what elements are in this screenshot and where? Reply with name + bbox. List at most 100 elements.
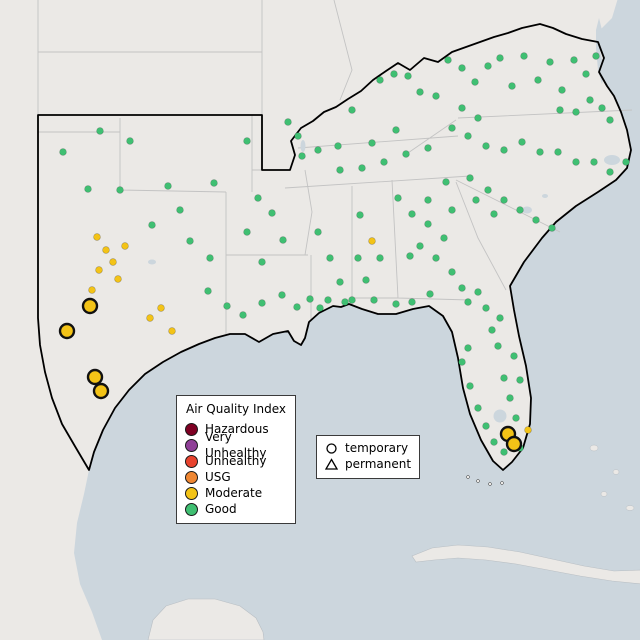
station-marker-good[interactable] bbox=[341, 298, 349, 306]
station-marker-good[interactable] bbox=[334, 142, 342, 150]
station-marker-moderate-temporary[interactable] bbox=[92, 382, 110, 400]
station-marker-good[interactable] bbox=[164, 182, 172, 190]
station-marker-good[interactable] bbox=[354, 254, 362, 262]
station-marker-good[interactable] bbox=[536, 148, 544, 156]
station-marker-good[interactable] bbox=[606, 168, 614, 176]
station-marker-good[interactable] bbox=[416, 88, 424, 96]
station-marker-good[interactable] bbox=[279, 236, 287, 244]
station-marker-good[interactable] bbox=[356, 211, 364, 219]
station-marker-good[interactable] bbox=[506, 394, 514, 402]
station-marker-good[interactable] bbox=[408, 210, 416, 218]
station-marker-good[interactable] bbox=[370, 296, 378, 304]
station-marker-good[interactable] bbox=[444, 56, 452, 64]
station-marker-moderate-temporary[interactable] bbox=[86, 368, 104, 386]
station-marker-good[interactable] bbox=[408, 298, 416, 306]
station-marker-good[interactable] bbox=[239, 311, 247, 319]
station-marker-good[interactable] bbox=[458, 358, 466, 366]
station-marker-good[interactable] bbox=[490, 438, 498, 446]
station-marker-good[interactable] bbox=[258, 299, 266, 307]
station-marker-good[interactable] bbox=[494, 342, 502, 350]
station-marker-good[interactable] bbox=[204, 287, 212, 295]
station-marker-good[interactable] bbox=[516, 206, 524, 214]
station-marker-good[interactable] bbox=[554, 148, 562, 156]
station-marker-good[interactable] bbox=[380, 158, 388, 166]
station-marker-good[interactable] bbox=[518, 138, 526, 146]
station-marker-good[interactable] bbox=[59, 148, 67, 156]
station-marker-good[interactable] bbox=[316, 304, 324, 312]
station-marker-good[interactable] bbox=[556, 106, 564, 114]
station-marker-good[interactable] bbox=[474, 288, 482, 296]
station-marker-moderate[interactable] bbox=[88, 286, 96, 294]
station-marker-good[interactable] bbox=[572, 108, 580, 116]
station-marker-good[interactable] bbox=[488, 326, 496, 334]
station-marker-good[interactable] bbox=[500, 374, 508, 382]
station-marker-good[interactable] bbox=[148, 221, 156, 229]
station-marker-good[interactable] bbox=[298, 152, 306, 160]
station-marker-good[interactable] bbox=[306, 295, 314, 303]
station-marker-good[interactable] bbox=[404, 72, 412, 80]
station-marker-good[interactable] bbox=[582, 70, 590, 78]
station-marker-moderate[interactable] bbox=[146, 314, 154, 322]
station-marker-good[interactable] bbox=[490, 210, 498, 218]
station-marker-moderate[interactable] bbox=[95, 266, 103, 274]
station-marker-good[interactable] bbox=[484, 186, 492, 194]
station-marker-good[interactable] bbox=[176, 206, 184, 214]
station-marker-good[interactable] bbox=[392, 126, 400, 134]
station-marker-good[interactable] bbox=[500, 448, 508, 456]
station-marker-good[interactable] bbox=[482, 422, 490, 430]
station-marker-good[interactable] bbox=[314, 146, 322, 154]
station-marker-good[interactable] bbox=[223, 302, 231, 310]
station-marker-good[interactable] bbox=[424, 220, 432, 228]
station-marker-good[interactable] bbox=[516, 376, 524, 384]
station-marker-good[interactable] bbox=[336, 278, 344, 286]
station-marker-good[interactable] bbox=[448, 124, 456, 132]
station-marker-good[interactable] bbox=[284, 118, 292, 126]
station-marker-good[interactable] bbox=[622, 158, 630, 166]
station-marker-good[interactable] bbox=[186, 237, 194, 245]
station-marker-good[interactable] bbox=[432, 254, 440, 262]
station-marker-good[interactable] bbox=[440, 234, 448, 242]
station-marker-good[interactable] bbox=[508, 82, 516, 90]
station-marker-moderate[interactable] bbox=[109, 258, 117, 266]
station-marker-good[interactable] bbox=[482, 142, 490, 150]
station-marker-moderate[interactable] bbox=[368, 237, 376, 245]
station-marker-good[interactable] bbox=[510, 352, 518, 360]
station-marker-good[interactable] bbox=[448, 206, 456, 214]
station-marker-good[interactable] bbox=[500, 146, 508, 154]
station-marker-good[interactable] bbox=[424, 196, 432, 204]
station-marker-good[interactable] bbox=[416, 242, 424, 250]
station-marker-good[interactable] bbox=[532, 216, 540, 224]
station-marker-good[interactable] bbox=[268, 209, 276, 217]
station-marker-good[interactable] bbox=[474, 114, 482, 122]
station-marker-good[interactable] bbox=[590, 158, 598, 166]
station-marker-good[interactable] bbox=[126, 137, 134, 145]
station-marker-good[interactable] bbox=[474, 404, 482, 412]
station-marker-good[interactable] bbox=[572, 158, 580, 166]
station-marker-good[interactable] bbox=[432, 92, 440, 100]
station-marker-good[interactable] bbox=[466, 174, 474, 182]
station-marker-good[interactable] bbox=[464, 344, 472, 352]
station-marker-good[interactable] bbox=[358, 164, 366, 172]
station-marker-good[interactable] bbox=[458, 284, 466, 292]
station-marker-good[interactable] bbox=[458, 104, 466, 112]
station-marker-good[interactable] bbox=[558, 86, 566, 94]
station-marker-good[interactable] bbox=[402, 150, 410, 158]
station-marker-good[interactable] bbox=[278, 291, 286, 299]
station-marker-good[interactable] bbox=[362, 276, 370, 284]
station-marker-good[interactable] bbox=[534, 76, 542, 84]
station-marker-good[interactable] bbox=[482, 304, 490, 312]
station-marker-good[interactable] bbox=[348, 296, 356, 304]
station-marker-good[interactable] bbox=[472, 196, 480, 204]
station-marker-good[interactable] bbox=[324, 296, 332, 304]
station-marker-good[interactable] bbox=[336, 166, 344, 174]
station-marker-good[interactable] bbox=[546, 58, 554, 66]
station-marker-good[interactable] bbox=[116, 186, 124, 194]
station-marker-good[interactable] bbox=[500, 196, 508, 204]
station-marker-good[interactable] bbox=[348, 106, 356, 114]
station-marker-good[interactable] bbox=[258, 258, 266, 266]
station-marker-good[interactable] bbox=[376, 254, 384, 262]
station-marker-good[interactable] bbox=[548, 224, 556, 232]
station-marker-good[interactable] bbox=[466, 382, 474, 390]
station-marker-good[interactable] bbox=[586, 96, 594, 104]
station-marker-good[interactable] bbox=[520, 52, 528, 60]
